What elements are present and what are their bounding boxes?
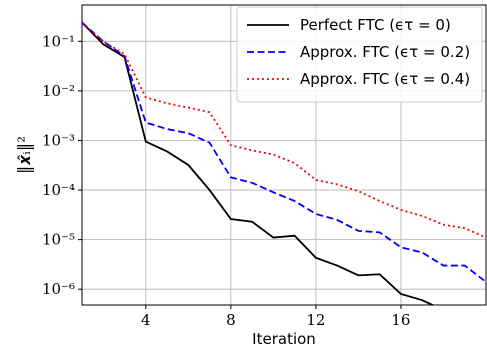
series-line: [82, 21, 486, 283]
y-tick-label: 10⁻²: [42, 82, 75, 100]
x-axis-label: Iteration: [252, 330, 316, 348]
legend: Perfect FTC (ϵτ = 0) Approx. FTC (ϵτ = 0.…: [236, 6, 483, 103]
legend-box: [236, 6, 483, 103]
y-tick-label: 10⁻¹: [42, 32, 75, 50]
y-axis-label: ‖𝒙̂ᵢ‖²: [15, 136, 35, 174]
x-tick-label: 4: [141, 311, 151, 329]
plot-frame: [81, 4, 487, 306]
x-tick-label: 12: [306, 311, 325, 329]
y-tick-label: 10⁻⁵: [42, 231, 75, 249]
y-tick-label: 10⁻⁶: [42, 280, 75, 298]
series-line: [82, 21, 435, 305]
x-tick-label: 8: [226, 311, 236, 329]
legend-label: Perfect FTC (ϵτ = 0): [300, 16, 451, 34]
legend-label: Approx. FTC (ϵτ = 0.4): [300, 70, 470, 88]
x-tick-label: 16: [391, 311, 410, 329]
legend-label: Approx. FTC (ϵτ = 0.2): [300, 43, 470, 61]
y-tick-label: 10⁻⁴: [42, 181, 75, 199]
series-line: [82, 21, 486, 239]
lines: [82, 21, 486, 305]
y-tick-label: 10⁻³: [42, 131, 75, 149]
